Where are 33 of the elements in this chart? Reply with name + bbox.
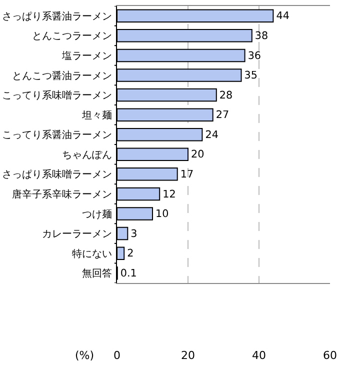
data-label: 27 [216,109,230,122]
data-label: 36 [248,50,262,62]
y-tick-label: 塩ラーメン [61,50,112,62]
y-tick-label: 無回答 [82,268,112,280]
x-tick-label: 40 [252,349,266,362]
y-tick-label: こってり系醤油ラーメン [2,129,112,142]
data-label: 12 [162,188,176,200]
data-label: 38 [254,30,268,42]
y-tick-label: 特にない [72,248,112,260]
y-tick-label: 坦々麺 [81,109,112,122]
y-tick-label: さっぱり系味噌ラーメン [2,168,112,181]
y-tick-label: カレーラーメン [42,229,112,240]
y-tick-label: ちゃんぽん [62,150,112,161]
data-label: 28 [219,89,233,102]
y-tick-label: 唐辛子系辛味ラーメン [12,188,112,200]
y-tick-label: さっぱり系醤油ラーメン [2,10,112,22]
data-label: 0.1 [120,267,137,280]
data-label: 20 [191,148,204,161]
x-axis-title: (%) [75,349,94,362]
x-tick-label: 60 [323,349,337,362]
y-tick-label: こってり系味噌ラーメン [2,90,112,102]
x-tick-label: 20 [181,349,195,362]
y-tick-label: つけ麺 [82,208,112,220]
data-label: 24 [205,128,219,141]
data-label: 2 [127,248,134,260]
data-label: 17 [180,168,194,180]
y-tick-label: とんこつラーメン [32,31,112,42]
data-label: 44 [276,10,290,22]
x-tick-label: 0 [114,349,120,362]
data-label: 3 [130,228,138,240]
data-label: 35 [244,70,258,82]
data-label: 10 [156,208,169,220]
y-tick-label: とんこつ醤油ラーメン [12,70,112,82]
